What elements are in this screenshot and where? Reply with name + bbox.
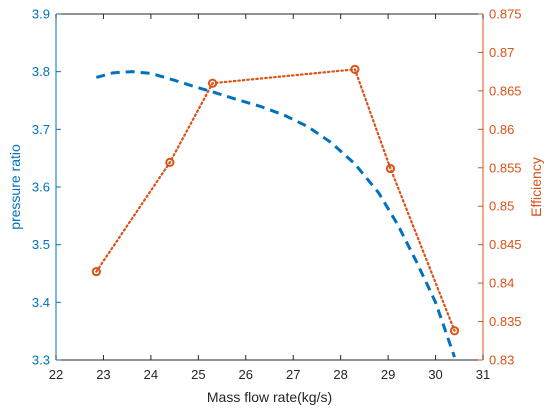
y-right-tick-label: 0.86 (489, 122, 514, 137)
y-left-tick-label: 3.4 (32, 295, 50, 310)
x-tick-label: 24 (144, 367, 158, 382)
x-tick-label: 30 (428, 367, 442, 382)
y-right-tick-label: 0.83 (489, 353, 514, 368)
y-axis-right-label: Efficiency (528, 157, 544, 217)
data-point (91, 266, 101, 277)
x-tick-label: 28 (333, 367, 347, 382)
y-right-tick-label: 0.84 (489, 276, 514, 291)
y-left-tick-label: 3.8 (32, 64, 50, 79)
y-right-tick-label: 0.855 (489, 160, 522, 175)
x-tick-label: 25 (191, 367, 205, 382)
y-left-tick-label: 3.6 (32, 180, 50, 195)
axis-labels: Mass flow rate(kg/s) pressure ratio Effi… (7, 144, 544, 405)
series-layer (91, 64, 460, 358)
x-tick-label: 26 (239, 367, 253, 382)
y-left-tick-label: 3.3 (32, 353, 50, 368)
x-tick-label: 22 (49, 367, 63, 382)
y-left-tick-label: 3.5 (32, 237, 50, 252)
data-point (449, 326, 460, 336)
data-point (165, 157, 175, 167)
y-right-tick-label: 0.875 (489, 7, 522, 22)
x-tick-label: 27 (286, 367, 300, 382)
y-left-tick-label: 3.7 (32, 122, 50, 137)
y-right-tick-label: 0.835 (489, 314, 522, 329)
axes: 22 23 24 25 26 27 28 29 30 31 3.3 3.4 3.5 3.6 3.7 3.8 3.… (32, 7, 522, 383)
series-line-1 (95, 70, 456, 358)
y-right-tick-label: 0.845 (489, 237, 522, 252)
y-right-tick-label: 0.85 (489, 199, 514, 214)
data-point (350, 64, 360, 74)
x-axis-label: Mass flow rate(kg/s) (207, 389, 332, 405)
y-left-tick-label: 3.9 (32, 7, 50, 22)
data-point (385, 163, 396, 174)
y-right-tick-label: 0.87 (489, 45, 514, 60)
y-right-tick-label: 0.865 (489, 83, 522, 98)
x-tick-label: 31 (476, 367, 490, 382)
data-point (207, 78, 218, 88)
y-axis-left-label: pressure ratio (7, 144, 23, 230)
series-line-2 (95, 68, 456, 332)
x-tick-label: 23 (96, 367, 110, 382)
x-tick-label: 29 (381, 367, 395, 382)
